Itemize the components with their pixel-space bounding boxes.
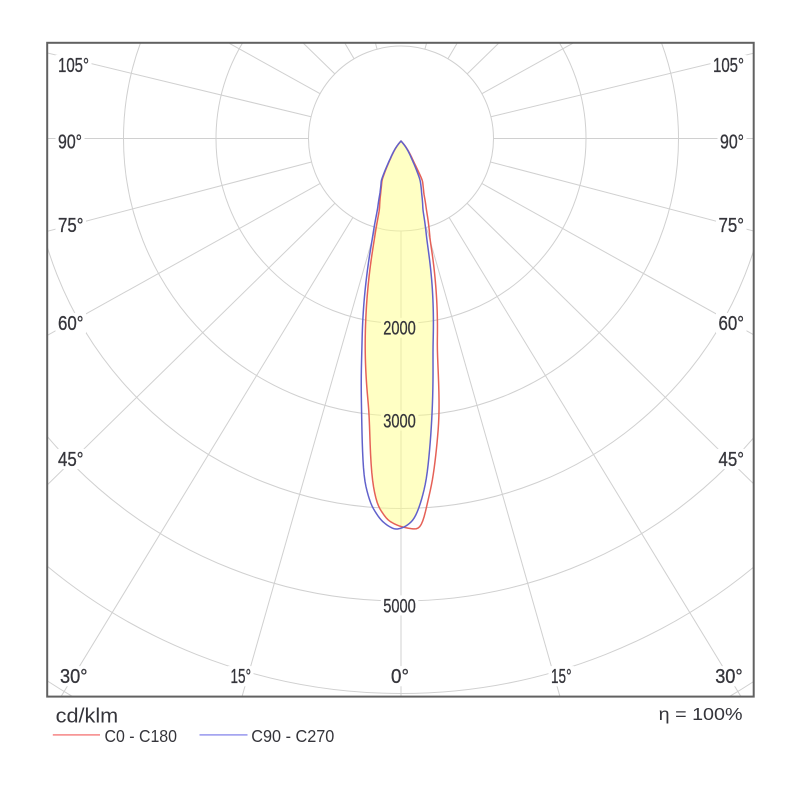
svg-text:105°: 105° [713,55,744,77]
svg-text:75°: 75° [58,215,84,237]
svg-text:30°: 30° [715,666,743,688]
svg-text:45°: 45° [58,449,84,471]
svg-text:60°: 60° [58,313,84,335]
svg-text:60°: 60° [719,313,745,335]
svg-text:15°: 15° [551,666,572,688]
svg-text:15°: 15° [231,666,252,688]
svg-text:3000: 3000 [383,411,416,433]
svg-text:90°: 90° [720,132,744,154]
svg-text:C90 - C270: C90 - C270 [251,726,334,746]
svg-text:105°: 105° [58,55,89,77]
svg-text:90°: 90° [58,132,82,154]
svg-text:5000: 5000 [383,595,416,617]
svg-text:45°: 45° [719,449,745,471]
svg-text:2000: 2000 [383,318,416,340]
svg-text:cd/klm: cd/klm [56,705,118,727]
svg-text:C0 - C180: C0 - C180 [105,726,178,746]
svg-text:η = 100%: η = 100% [659,704,743,724]
svg-text:30°: 30° [60,666,88,688]
svg-text:0°: 0° [391,666,409,688]
svg-text:75°: 75° [719,215,745,237]
